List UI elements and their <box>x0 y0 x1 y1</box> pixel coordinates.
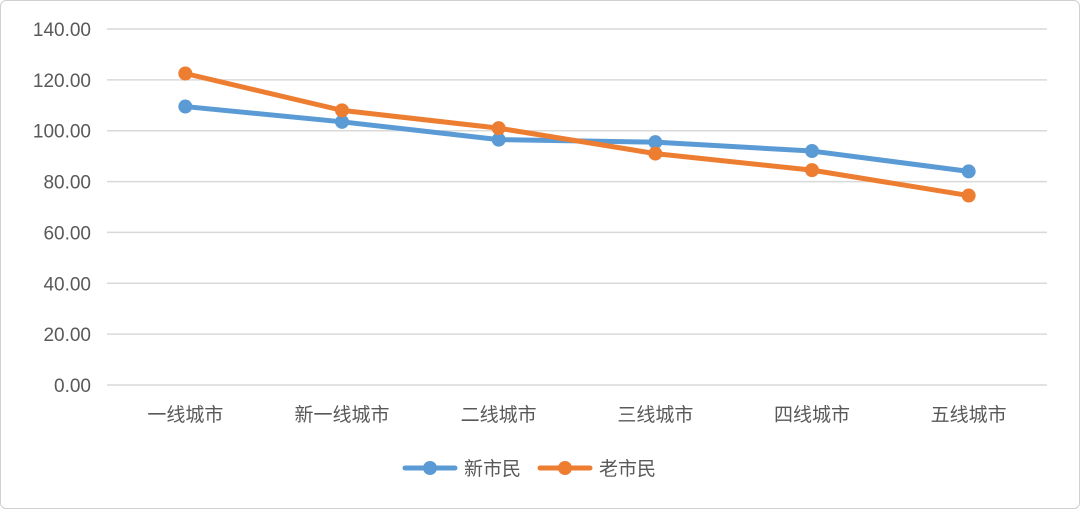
y-tick-label: 20.00 <box>43 325 91 346</box>
y-tick-label: 0.00 <box>54 376 91 397</box>
y-axis-ticks: 0.00 20.00 40.00 60.00 80.00 100.00 120.00 140.… <box>33 20 91 397</box>
x-tick-label: 三线城市 <box>617 404 693 426</box>
legend-label: 老市民 <box>599 458 656 480</box>
legend-label: 新市民 <box>464 458 521 480</box>
data-point <box>961 164 976 179</box>
data-point <box>178 66 193 81</box>
y-tick-label: 140.00 <box>33 20 91 41</box>
y-tick-label: 100.00 <box>33 122 91 143</box>
legend: 新市民 老市民 <box>402 458 656 480</box>
data-point <box>805 144 819 159</box>
legend-marker <box>423 461 437 475</box>
data-point <box>648 135 663 150</box>
data-point <box>335 114 349 129</box>
series-lines <box>178 66 976 203</box>
data-point <box>805 163 819 178</box>
data-point <box>648 146 663 161</box>
x-axis-ticks: 一线城市 新一线城市 二线城市 三线城市 四线城市 五线城市 <box>147 404 1006 426</box>
y-tick-label: 40.00 <box>43 274 91 295</box>
y-tick-label: 120.00 <box>33 71 91 92</box>
legend-marker <box>558 461 572 475</box>
data-point <box>491 132 506 147</box>
gridlines <box>107 28 1047 386</box>
data-point <box>491 121 506 136</box>
data-point <box>961 188 976 203</box>
x-tick-label: 二线城市 <box>461 404 537 426</box>
y-tick-label: 60.00 <box>43 223 91 244</box>
data-point <box>178 99 193 114</box>
series-line <box>182 71 972 199</box>
y-tick-label: 80.00 <box>43 173 91 194</box>
x-tick-label: 新一线城市 <box>294 404 389 426</box>
x-tick-label: 四线城市 <box>774 404 850 426</box>
data-point <box>335 103 349 118</box>
x-tick-label: 五线城市 <box>931 404 1007 426</box>
x-tick-label: 一线城市 <box>147 404 223 426</box>
